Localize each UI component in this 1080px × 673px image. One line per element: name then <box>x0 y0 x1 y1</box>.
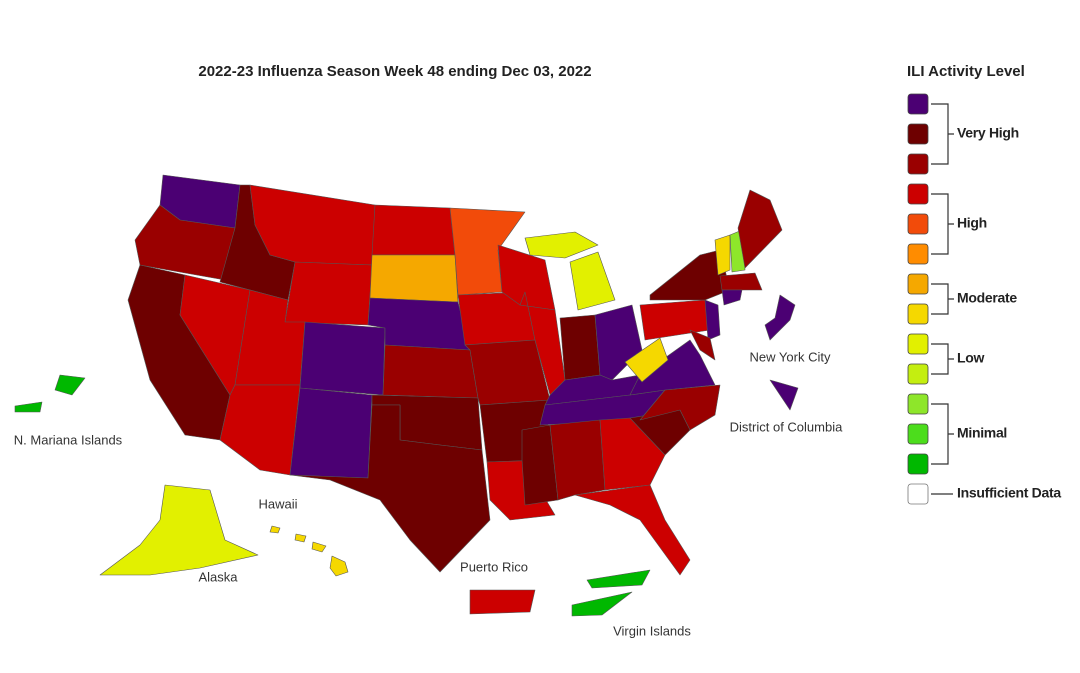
state <box>714 234 731 276</box>
state <box>329 555 349 577</box>
state-map <box>14 174 799 617</box>
territory <box>469 589 536 615</box>
legend-swatch <box>907 123 929 145</box>
state <box>99 484 259 576</box>
legend-swatch <box>907 303 929 325</box>
legend-bracket <box>931 283 954 315</box>
legend-bracket <box>931 403 954 465</box>
state <box>569 251 616 311</box>
state <box>704 299 721 341</box>
state <box>289 404 491 573</box>
state <box>737 189 783 269</box>
map-label: New York City <box>750 349 831 364</box>
legend-swatch <box>907 423 929 445</box>
legend-bracket <box>931 343 954 375</box>
state <box>269 525 281 534</box>
state <box>249 184 376 266</box>
legend-bracket <box>931 193 954 255</box>
state <box>299 321 386 396</box>
legend: Very High High Moderate Low Minimal Insuffici… <box>907 93 1062 505</box>
territory <box>54 374 86 396</box>
territory <box>571 591 633 617</box>
map-label: Alaska <box>198 569 238 584</box>
legend-swatch <box>907 243 929 265</box>
legend-swatch <box>907 453 929 475</box>
state <box>721 289 743 306</box>
map-label: Puerto Rico <box>460 559 528 574</box>
state <box>311 541 327 553</box>
state <box>369 254 459 303</box>
legend-swatch <box>907 213 929 235</box>
state <box>382 344 479 399</box>
state <box>219 384 301 476</box>
legend-label: Moderate <box>957 290 1017 306</box>
legend-swatch <box>907 483 929 505</box>
legend-label: Minimal <box>957 425 1007 441</box>
state <box>624 337 669 383</box>
legend-swatch <box>907 333 929 355</box>
legend-label: Very High <box>957 125 1019 141</box>
territory <box>14 401 43 413</box>
legend-swatch <box>907 273 929 295</box>
state <box>559 314 601 381</box>
state <box>549 419 606 501</box>
state <box>689 329 716 361</box>
map-label: Virgin Islands <box>613 623 691 638</box>
state <box>521 424 559 506</box>
legend-swatch <box>907 393 929 415</box>
state <box>464 339 551 406</box>
legend-swatch <box>907 363 929 385</box>
state <box>599 417 666 491</box>
legend-label: High <box>957 215 987 231</box>
map-label: Hawaii <box>258 496 297 511</box>
state <box>719 272 763 291</box>
state <box>524 231 599 259</box>
territory <box>586 569 651 589</box>
legend-bracket <box>931 103 954 165</box>
state <box>284 261 373 326</box>
legend-swatch <box>907 183 929 205</box>
state <box>294 533 307 543</box>
legend-swatch <box>907 153 929 175</box>
legend-title: ILI Activity Level <box>907 63 1025 80</box>
district <box>769 379 799 411</box>
map-title: 2022-23 Influenza Season Week 48 ending … <box>198 63 591 80</box>
city <box>764 294 796 341</box>
map-label: N. Mariana Islands <box>14 432 123 447</box>
legend-label: Low <box>957 350 985 366</box>
state <box>574 484 691 576</box>
legend-swatch <box>907 93 929 115</box>
state <box>289 387 373 479</box>
state <box>371 204 456 256</box>
map-label: District of Columbia <box>730 419 843 434</box>
legend-label: Insufficient Data <box>957 485 1061 501</box>
